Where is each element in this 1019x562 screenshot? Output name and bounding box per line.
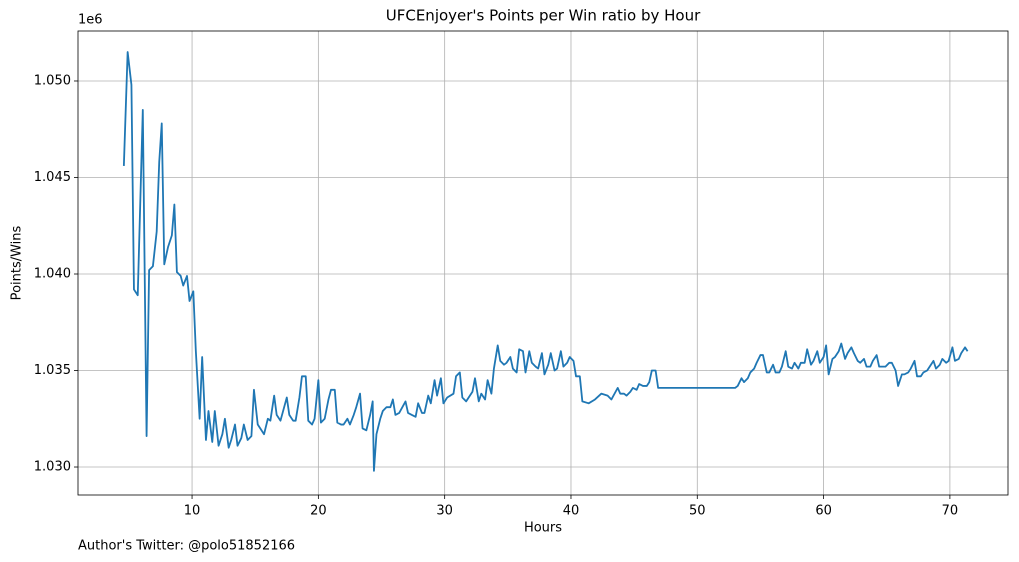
y-tick-label: 1.030: [34, 460, 71, 475]
x-tick-label: 30: [436, 504, 453, 519]
x-tick-label: 50: [689, 504, 706, 519]
x-tick-label: 40: [563, 504, 580, 519]
x-axis-label: Hours: [524, 521, 562, 536]
y-tick-label: 1.050: [34, 73, 71, 88]
data-line: [122, 51, 969, 472]
x-tick-label: 10: [184, 504, 201, 519]
y-axis-label: Points/Wins: [10, 225, 25, 300]
y-tick-label: 1.040: [34, 267, 71, 282]
y-tick-label: 1.035: [34, 363, 71, 378]
x-tick-label: 60: [815, 504, 832, 519]
x-tick-label: 20: [310, 504, 327, 519]
x-tick-label: 70: [942, 504, 959, 519]
axis-offset: 1e6: [78, 13, 103, 28]
y-tick-label: 1.045: [34, 170, 71, 185]
footnote: Author's Twitter: @polo51852166: [78, 539, 295, 554]
chart-title: UFCEnjoyer's Points per Win ratio by Hou…: [386, 7, 701, 25]
plot-frame: [77, 30, 1009, 496]
